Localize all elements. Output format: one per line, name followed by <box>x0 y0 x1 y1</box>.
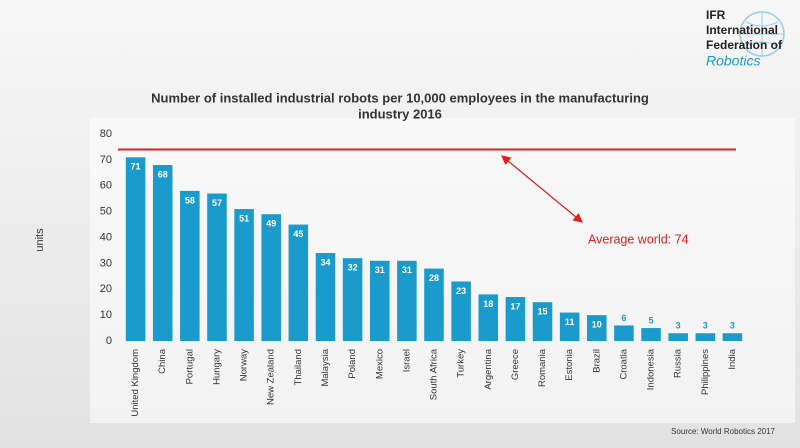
x-tick-label: Israel <box>401 349 412 372</box>
x-tick-label: Argentina <box>483 348 494 389</box>
bar <box>614 325 634 341</box>
bar <box>342 258 363 341</box>
bar <box>369 260 390 341</box>
bar <box>722 333 743 341</box>
y-tick-label: 40 <box>100 231 112 243</box>
data-label: 6 <box>621 313 626 323</box>
x-tick-label: South Africa <box>429 348 440 400</box>
data-label: 32 <box>348 263 358 273</box>
y-tick-label: 50 <box>100 206 112 218</box>
y-tick-label: 0 <box>106 335 112 347</box>
data-label: 5 <box>649 315 654 325</box>
data-label: 11 <box>565 317 575 327</box>
bar <box>451 281 471 341</box>
bar <box>207 193 227 341</box>
x-tick-label: New Zealand <box>266 349 277 405</box>
logo-text: Federation of <box>706 38 783 52</box>
y-tick-label: 60 <box>100 180 112 192</box>
data-label: 68 <box>158 169 168 179</box>
bar <box>315 253 336 341</box>
logo-text: Robotics <box>706 53 760 69</box>
x-tick-label: Greece <box>510 349 521 380</box>
logo-grid <box>740 12 784 56</box>
data-label: 3 <box>676 321 681 331</box>
data-label: 51 <box>239 213 249 223</box>
bar <box>261 214 281 341</box>
y-tick-label: 30 <box>100 257 112 269</box>
x-tick-label: Estonia <box>564 348 575 380</box>
bar <box>587 315 607 341</box>
x-tick-label: Norway <box>239 349 250 381</box>
data-label: 3 <box>730 321 735 331</box>
data-label: 49 <box>266 219 276 229</box>
bar <box>397 260 417 341</box>
logo: IFR International Federation of Robotics <box>706 8 785 69</box>
data-label: 71 <box>131 162 141 172</box>
annotation: Average world: 74 <box>588 232 689 246</box>
data-label: 23 <box>456 286 466 296</box>
x-tick-label: Hungary <box>211 349 222 385</box>
bar <box>424 268 444 341</box>
x-tick-label: Thailand <box>293 349 304 385</box>
x-tick-label: Malaysia <box>320 348 331 386</box>
source: Source: World Robotics 2017 <box>671 427 775 436</box>
data-label: 31 <box>375 265 385 275</box>
bar <box>559 312 580 341</box>
bar <box>695 333 716 341</box>
data-label: 34 <box>320 257 330 267</box>
bar <box>641 328 661 341</box>
y-axis-label: units <box>34 228 46 252</box>
y-tick-label: 70 <box>100 154 112 166</box>
y-tick-label: 20 <box>100 283 112 295</box>
logo-text: IFR <box>706 8 726 22</box>
data-label: 3 <box>703 321 708 331</box>
bar <box>505 297 526 341</box>
x-tick-label: Romania <box>537 348 548 387</box>
bar <box>125 157 146 341</box>
x-tick-label: India <box>727 348 738 369</box>
chart-subtitle: industry 2016 <box>358 106 442 121</box>
data-label: 10 <box>592 320 602 330</box>
x-tick-label: Indonesia <box>646 348 657 390</box>
x-tick-label: Portugal <box>184 349 195 384</box>
bar <box>152 165 173 341</box>
data-label: 15 <box>538 307 548 317</box>
data-label: 45 <box>293 229 303 239</box>
data-label: 17 <box>510 301 520 311</box>
x-tick-label: China <box>157 348 168 374</box>
data-label: 31 <box>402 265 412 275</box>
bar <box>478 294 499 341</box>
x-tick-label: Russia <box>673 348 684 378</box>
logo-text: International <box>706 23 778 37</box>
x-tick-label: United Kingdom <box>130 349 141 417</box>
x-tick-label: Turkey <box>456 349 467 378</box>
y-tick-label: 80 <box>100 128 112 140</box>
bar <box>668 333 688 341</box>
data-label: 18 <box>483 299 493 309</box>
data-label: 57 <box>212 198 222 208</box>
annotation-arrow <box>501 155 583 223</box>
x-tick-label: Poland <box>347 349 358 379</box>
y-tick-label: 10 <box>100 309 112 321</box>
x-tick-label: Mexico <box>374 349 385 379</box>
x-tick-label: Brazil <box>591 349 602 373</box>
chart-title: Number of installed industrial robots pe… <box>151 90 649 105</box>
data-label: 28 <box>429 273 439 283</box>
x-tick-label: Philippines <box>700 349 711 395</box>
bar <box>180 190 200 341</box>
data-label: 58 <box>185 195 195 205</box>
bar <box>234 209 254 341</box>
bar <box>532 302 553 341</box>
bar <box>288 224 309 341</box>
x-tick-label: Croatia <box>618 348 629 379</box>
